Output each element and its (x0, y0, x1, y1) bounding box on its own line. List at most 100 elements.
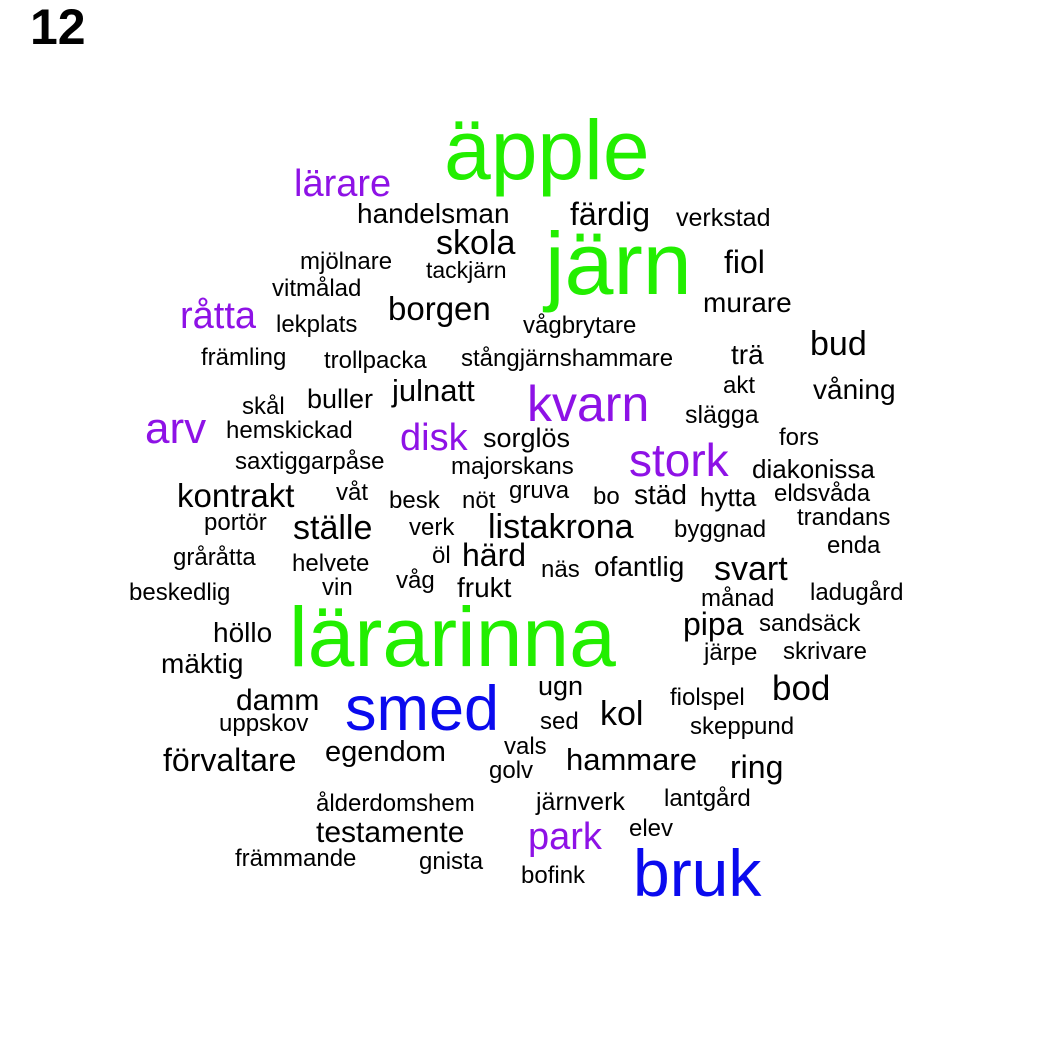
cloud-word: städ (634, 478, 687, 510)
cloud-word: helvete (292, 550, 370, 578)
cloud-word: murare (703, 286, 792, 318)
cloud-word: borgen (388, 289, 491, 327)
cloud-word: gråråtta (173, 544, 256, 572)
cloud-word: arv (145, 404, 207, 454)
cloud-word: hytta (700, 481, 757, 512)
cloud-word: stork (629, 434, 729, 487)
cloud-word: månad (701, 585, 775, 613)
cloud-word: förvaltare (163, 742, 297, 779)
cloud-word: våt (336, 479, 369, 507)
cloud-word: vin (322, 574, 353, 602)
cloud-word: verkstad (676, 203, 771, 232)
cloud-word: vågbrytare (523, 312, 637, 340)
cloud-word: härd (462, 537, 527, 574)
cloud-word: trandans (797, 504, 891, 532)
cloud-word: gruva (509, 477, 570, 505)
cloud-word: mäktig (161, 647, 244, 679)
cloud-word: sorglös (483, 422, 571, 453)
cloud-word: nöt (462, 487, 496, 515)
cloud-word: smed (345, 673, 500, 744)
cloud-word: park (528, 816, 602, 859)
cloud-word: pipa (683, 606, 744, 643)
cloud-word: ofantlig (594, 550, 685, 582)
cloud-word: bud (810, 324, 867, 363)
cloud-word: gnista (419, 848, 484, 876)
cloud-word: bo (593, 483, 620, 511)
cloud-word: öl (432, 542, 451, 570)
cloud-word: järpe (704, 639, 758, 667)
cloud-word: svart (714, 549, 788, 588)
cloud-word: järnverk (536, 787, 625, 816)
cloud-word: lärarinna (289, 589, 616, 684)
cloud-word: trä (731, 338, 764, 370)
cloud-word: lantgård (664, 785, 751, 813)
cloud-word: portör (204, 509, 267, 537)
cloud-word: majorskans (451, 453, 574, 481)
cloud-word: sandsäck (759, 610, 861, 638)
cloud-word: golv (489, 757, 534, 785)
cloud-word: trollpacka (324, 347, 427, 375)
cloud-word: slägga (685, 400, 759, 429)
cloud-word: julnatt (392, 373, 475, 409)
cloud-word: eldsvåda (774, 480, 871, 508)
cloud-word: disk (400, 417, 468, 460)
cloud-word: ålderdomshem (316, 790, 475, 818)
cloud-word: stångjärnshammare (461, 345, 674, 373)
cloud-word: äpple (444, 102, 650, 197)
cloud-word: testamente (316, 816, 465, 850)
cloud-word: färdig (570, 196, 651, 233)
cloud-word: ugn (538, 670, 584, 701)
cloud-word: bofink (521, 862, 586, 890)
cloud-word: egendom (325, 736, 446, 769)
cloud-word: saxtiggarpåse (235, 448, 385, 476)
cloud-word: verk (409, 514, 455, 542)
cloud-word: diakonissa (752, 453, 875, 484)
cloud-word: höllo (213, 616, 273, 648)
cloud-word: tackjärn (426, 257, 507, 284)
cloud-word: ladugård (810, 579, 904, 607)
cloud-word: skola (436, 223, 516, 262)
cloud-word: besk (389, 487, 440, 515)
cloud-word: hammare (566, 742, 697, 778)
page-number: 12 (30, 0, 86, 55)
cloud-word: byggnad (674, 516, 767, 544)
cloud-word: frukt (457, 571, 512, 603)
cloud-word: våning (813, 373, 896, 405)
cloud-word: akt (723, 372, 756, 400)
cloud-word: vals (504, 733, 547, 761)
cloud-word: sed (540, 708, 579, 736)
cloud-word: kontrakt (177, 476, 295, 514)
cloud-word: damm (236, 684, 320, 718)
cloud-word: fiolspel (670, 684, 745, 712)
cloud-word: ställe (293, 508, 373, 547)
cloud-word: elev (629, 815, 674, 843)
cloud-word: vitmålad (272, 275, 362, 303)
cloud-word: beskedlig (129, 579, 231, 607)
cloud-word: ring (730, 749, 784, 786)
cloud-word: näs (541, 556, 580, 584)
cloud-word: lärare (294, 163, 392, 206)
cloud-word: främmande (235, 845, 357, 873)
cloud-word: skrivare (783, 638, 868, 666)
cloud-word: enda (827, 532, 881, 560)
cloud-word: bruk (633, 836, 762, 911)
cloud-word: uppskov (219, 710, 309, 738)
cloud-word: våg (396, 567, 435, 595)
cloud-word: skål (242, 393, 285, 421)
cloud-word: järn (545, 214, 692, 314)
cloud-word: bod (772, 668, 831, 708)
cloud-word: listakrona (488, 507, 634, 546)
cloud-word: buller (307, 383, 374, 414)
cloud-word: hemskickad (226, 417, 353, 445)
cloud-word: fiol (724, 244, 765, 281)
cloud-word: kvarn (527, 376, 650, 432)
cloud-word: lekplats (276, 311, 358, 339)
cloud-word: främling (201, 344, 287, 372)
cloud-word: råtta (180, 295, 257, 338)
cloud-word: fors (779, 424, 820, 452)
cloud-word: skeppund (690, 713, 795, 741)
cloud-word: mjölnare (300, 248, 393, 276)
cloud-word: handelsman (357, 197, 510, 229)
cloud-word: kol (600, 694, 644, 733)
